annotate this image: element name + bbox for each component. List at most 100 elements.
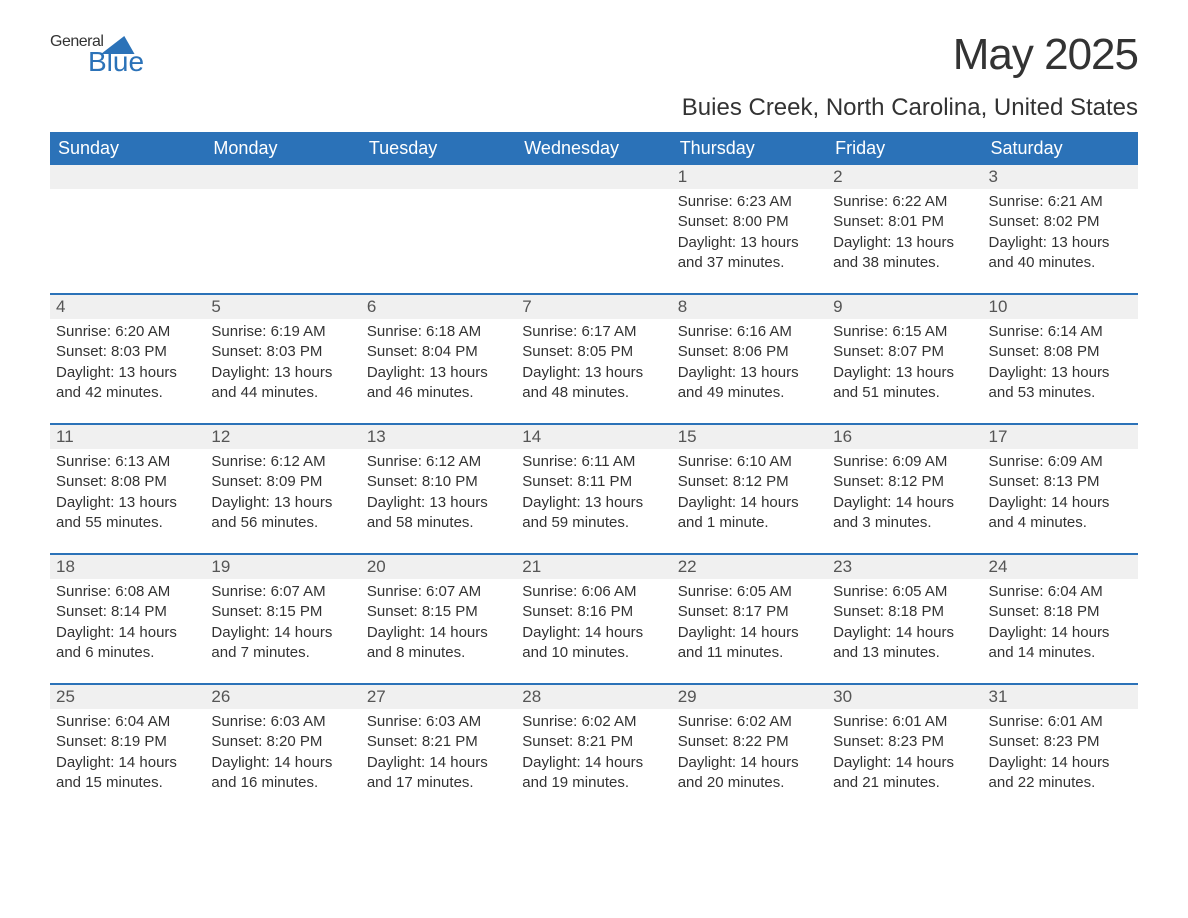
sunrise-line-value: 6:09 AM — [1048, 453, 1103, 470]
sunset-line-value: 8:18 PM — [1044, 603, 1100, 620]
daylight-line-label: Daylight: — [56, 364, 119, 381]
day-detail-cell — [50, 189, 205, 294]
sunrise-line-value: 6:14 AM — [1048, 323, 1103, 340]
day-number-cell: 31 — [983, 684, 1138, 709]
day-detail-cell: Sunrise: 6:07 AMSunset: 8:15 PMDaylight:… — [361, 579, 516, 684]
sunrise-line: Sunrise: 6:15 AM — [833, 322, 976, 342]
day-number: 7 — [522, 297, 531, 316]
sunset-line: Sunset: 8:02 PM — [989, 212, 1132, 232]
day-detail-cell: Sunrise: 6:18 AMSunset: 8:04 PMDaylight:… — [361, 319, 516, 424]
sunset-line-label: Sunset: — [989, 473, 1044, 490]
sunset-line: Sunset: 8:10 PM — [367, 472, 510, 492]
daylight-line-label: Daylight: — [56, 754, 119, 771]
day-detail-cell: Sunrise: 6:03 AMSunset: 8:21 PMDaylight:… — [361, 709, 516, 813]
day-detail-cell: Sunrise: 6:12 AMSunset: 8:10 PMDaylight:… — [361, 449, 516, 554]
sunset-line-value: 8:13 PM — [1044, 473, 1100, 490]
day-detail-cell — [516, 189, 671, 294]
sunrise-line: Sunrise: 6:17 AM — [522, 322, 665, 342]
day-detail-row: Sunrise: 6:20 AMSunset: 8:03 PMDaylight:… — [50, 319, 1138, 424]
calendar-table: Sunday Monday Tuesday Wednesday Thursday… — [50, 132, 1138, 813]
sunrise-line-label: Sunrise: — [678, 323, 737, 340]
sunrise-line-label: Sunrise: — [56, 713, 115, 730]
day-header: Saturday — [983, 132, 1138, 165]
day-number-cell: 14 — [516, 424, 671, 449]
daylight-line: Daylight: 14 hours and 22 minutes. — [989, 753, 1132, 794]
day-number: 3 — [989, 167, 998, 186]
sunset-line: Sunset: 8:06 PM — [678, 342, 821, 362]
day-number: 29 — [678, 687, 697, 706]
daylight-line: Daylight: 13 hours and 56 minutes. — [211, 493, 354, 534]
sunrise-line-label: Sunrise: — [989, 453, 1048, 470]
sunrise-line-label: Sunrise: — [211, 323, 270, 340]
sunrise-line-value: 6:21 AM — [1048, 193, 1103, 210]
sunset-line-label: Sunset: — [367, 343, 422, 360]
daylight-line-label: Daylight: — [211, 624, 274, 641]
sunset-line-label: Sunset: — [211, 733, 266, 750]
daylight-line-label: Daylight: — [367, 754, 430, 771]
sunset-line: Sunset: 8:23 PM — [989, 732, 1132, 752]
sunrise-line-label: Sunrise: — [211, 583, 270, 600]
sunset-line: Sunset: 8:23 PM — [833, 732, 976, 752]
sunset-line-value: 8:15 PM — [266, 603, 322, 620]
sunrise-line-value: 6:05 AM — [892, 583, 947, 600]
daylight-line: Daylight: 13 hours and 40 minutes. — [989, 233, 1132, 274]
sunrise-line-value: 6:13 AM — [115, 453, 170, 470]
sunrise-line-label: Sunrise: — [833, 193, 892, 210]
sunrise-line: Sunrise: 6:04 AM — [989, 582, 1132, 602]
sunrise-line-label: Sunrise: — [989, 193, 1048, 210]
sunrise-line: Sunrise: 6:05 AM — [678, 582, 821, 602]
sunset-line: Sunset: 8:13 PM — [989, 472, 1132, 492]
day-detail-cell: Sunrise: 6:04 AMSunset: 8:19 PMDaylight:… — [50, 709, 205, 813]
sunset-line-label: Sunset: — [833, 733, 888, 750]
daylight-line-label: Daylight: — [833, 754, 896, 771]
daylight-line: Daylight: 14 hours and 17 minutes. — [367, 753, 510, 794]
day-detail-cell: Sunrise: 6:22 AMSunset: 8:01 PMDaylight:… — [827, 189, 982, 294]
sunrise-line: Sunrise: 6:20 AM — [56, 322, 199, 342]
day-number-cell: 15 — [672, 424, 827, 449]
sunrise-line-value: 6:12 AM — [426, 453, 481, 470]
sunrise-line: Sunrise: 6:21 AM — [989, 192, 1132, 212]
daylight-line: Daylight: 13 hours and 58 minutes. — [367, 493, 510, 534]
daylight-line-label: Daylight: — [678, 234, 741, 251]
sunset-line-value: 8:04 PM — [422, 343, 478, 360]
sunrise-line: Sunrise: 6:02 AM — [678, 712, 821, 732]
day-detail-row: Sunrise: 6:23 AMSunset: 8:00 PMDaylight:… — [50, 189, 1138, 294]
day-detail-cell: Sunrise: 6:21 AMSunset: 8:02 PMDaylight:… — [983, 189, 1138, 294]
sunrise-line-value: 6:02 AM — [581, 713, 636, 730]
sunrise-line-label: Sunrise: — [522, 453, 581, 470]
sunset-line: Sunset: 8:17 PM — [678, 602, 821, 622]
daylight-line: Daylight: 14 hours and 3 minutes. — [833, 493, 976, 534]
sunset-line: Sunset: 8:07 PM — [833, 342, 976, 362]
sunrise-line-label: Sunrise: — [367, 583, 426, 600]
sunset-line-value: 8:20 PM — [266, 733, 322, 750]
sunrise-line-value: 6:15 AM — [892, 323, 947, 340]
day-number-cell — [516, 165, 671, 189]
day-detail-cell: Sunrise: 6:01 AMSunset: 8:23 PMDaylight:… — [983, 709, 1138, 813]
sunrise-line: Sunrise: 6:04 AM — [56, 712, 199, 732]
day-detail-cell: Sunrise: 6:03 AMSunset: 8:20 PMDaylight:… — [205, 709, 360, 813]
day-detail-cell: Sunrise: 6:13 AMSunset: 8:08 PMDaylight:… — [50, 449, 205, 554]
sunrise-line-label: Sunrise: — [989, 713, 1048, 730]
sunrise-line-value: 6:11 AM — [581, 453, 635, 470]
day-detail-cell: Sunrise: 6:10 AMSunset: 8:12 PMDaylight:… — [672, 449, 827, 554]
day-header-row: Sunday Monday Tuesday Wednesday Thursday… — [50, 132, 1138, 165]
sunrise-line-label: Sunrise: — [678, 193, 737, 210]
sunset-line-value: 8:16 PM — [577, 603, 633, 620]
sunrise-line-label: Sunrise: — [522, 583, 581, 600]
sunset-line-label: Sunset: — [367, 603, 422, 620]
day-detail-cell: Sunrise: 6:04 AMSunset: 8:18 PMDaylight:… — [983, 579, 1138, 684]
sunset-line: Sunset: 8:22 PM — [678, 732, 821, 752]
sunset-line-value: 8:21 PM — [422, 733, 478, 750]
sunset-line-label: Sunset: — [56, 733, 111, 750]
daylight-line: Daylight: 14 hours and 4 minutes. — [989, 493, 1132, 534]
sunrise-line: Sunrise: 6:12 AM — [367, 452, 510, 472]
sunrise-line-value: 6:07 AM — [426, 583, 481, 600]
sunset-line-label: Sunset: — [678, 733, 733, 750]
day-number-row: 45678910 — [50, 294, 1138, 319]
sunrise-line-label: Sunrise: — [989, 323, 1048, 340]
day-detail-cell: Sunrise: 6:05 AMSunset: 8:18 PMDaylight:… — [827, 579, 982, 684]
day-number: 10 — [989, 297, 1008, 316]
day-number-cell: 19 — [205, 554, 360, 579]
day-header: Monday — [205, 132, 360, 165]
day-number: 30 — [833, 687, 852, 706]
